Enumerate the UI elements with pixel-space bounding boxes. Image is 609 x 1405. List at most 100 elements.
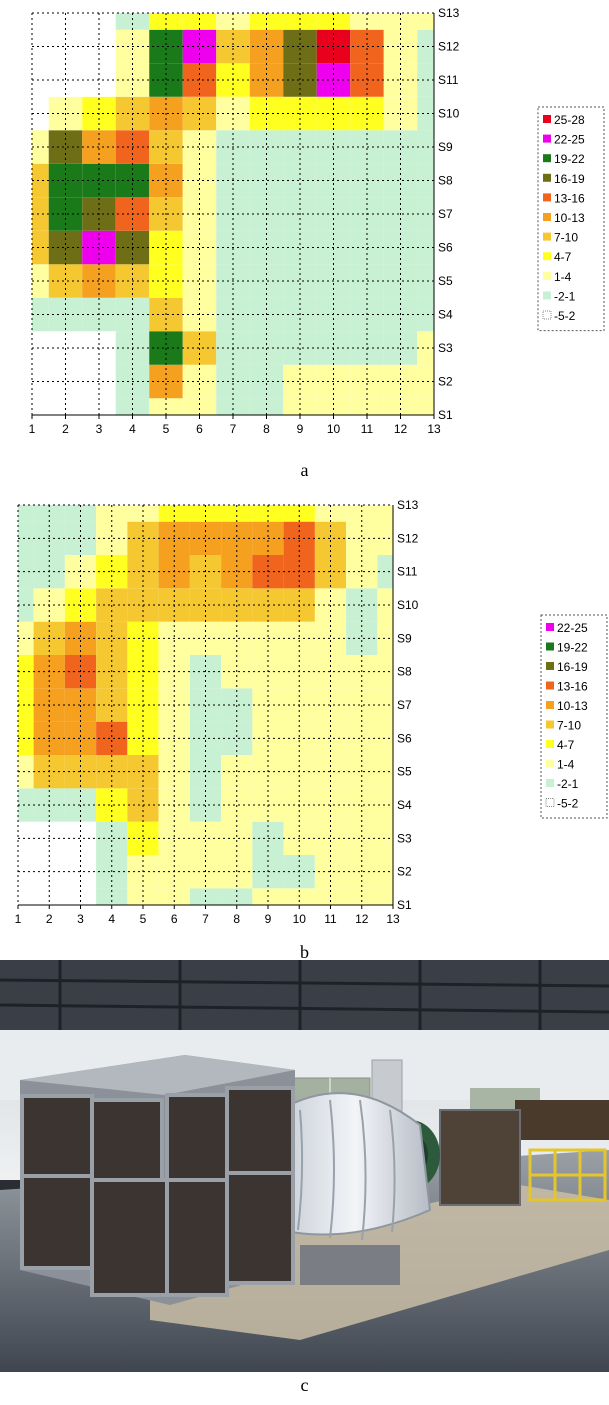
x-tick-label: 2 [46, 912, 53, 926]
y-tick-label: S5 [438, 274, 453, 288]
legend-swatch [546, 681, 554, 690]
x-tick-label: 10 [293, 912, 307, 926]
contour-cell [32, 13, 49, 30]
contour-cell [32, 364, 49, 399]
legend-label: -2-1 [554, 289, 576, 303]
contour-cell [18, 755, 34, 789]
contour-cell [377, 821, 393, 855]
legend-swatch [543, 252, 551, 261]
legend-swatch [546, 623, 554, 631]
contour-cell [252, 505, 284, 522]
legend-label: 10-13 [557, 699, 588, 713]
legend-label: 1-4 [554, 270, 572, 284]
contour-cell [32, 29, 49, 64]
contour-cell [115, 398, 150, 415]
contour-cell [417, 96, 434, 131]
contour-cell [417, 163, 434, 198]
legend-swatch [546, 740, 554, 748]
contour-cell [377, 888, 393, 905]
contour-cell [182, 13, 217, 30]
y-tick-label: S6 [438, 241, 453, 255]
contour-cell [377, 688, 393, 722]
x-tick-label: 9 [297, 422, 304, 436]
contour-cell [32, 264, 49, 298]
legend: 22-25 19-22 16-19 13-16 10-13 7-10 4-7 1-4 -2-1 -… [540, 614, 608, 819]
legend-swatch [543, 193, 551, 202]
contour-cell [249, 13, 284, 30]
legend-swatch [543, 271, 551, 280]
grid-lines [17, 504, 394, 906]
contour-cell [377, 588, 393, 622]
x-tick-label: 7 [202, 912, 209, 926]
y-tick-label: S13 [438, 6, 460, 20]
contour-cell [417, 197, 434, 231]
contour-cell [96, 505, 128, 522]
x-tick-label: 8 [263, 422, 270, 436]
legend-swatch [546, 662, 554, 670]
contour-cell [18, 855, 34, 889]
contour-cell [377, 755, 393, 789]
contour-cell [417, 230, 434, 265]
legend-label: 10-13 [554, 211, 585, 225]
grid-lines [31, 12, 435, 416]
contour-cell [377, 721, 393, 755]
contour-cell [32, 398, 49, 415]
contour-cell [48, 29, 83, 64]
legend-swatch [543, 115, 551, 123]
contour-cell [417, 63, 434, 97]
y-tick-label: S1 [438, 408, 453, 422]
contour-cell [316, 13, 351, 30]
contour-cell [149, 398, 183, 415]
legend-swatch [545, 798, 555, 807]
x-tick-label: 3 [77, 912, 84, 926]
contour-cell [216, 13, 250, 30]
legend-label: 19-22 [557, 641, 588, 655]
contour-cell [417, 29, 434, 64]
contour-cell [32, 96, 49, 131]
contour-cell [96, 821, 128, 855]
x-tick-label: 13 [427, 422, 441, 436]
legend-swatch [543, 173, 551, 182]
contour-cell [346, 505, 378, 522]
legend-label: 19-22 [554, 152, 585, 166]
legend-swatch [543, 134, 551, 143]
contour-cell [18, 788, 34, 822]
contour-cell [32, 230, 49, 265]
contour-cell [32, 130, 49, 164]
x-tick-label: 5 [140, 912, 147, 926]
y-tick-label: S1 [397, 898, 412, 912]
contour-cell [350, 398, 384, 415]
legend-label: -5-2 [554, 309, 576, 323]
contour-cell [48, 364, 83, 399]
y-tick-label: S4 [397, 798, 412, 812]
caption-a: a [300, 460, 309, 480]
y-tick-label: S12 [397, 531, 419, 545]
contour-cell [346, 621, 378, 655]
contour-cell [64, 521, 97, 555]
x-tick-label: 1 [15, 912, 22, 926]
legend-label: 1-4 [557, 758, 575, 772]
contour-cell [350, 13, 384, 30]
contour-cell [346, 721, 378, 755]
legend-swatch [543, 291, 551, 300]
contour-cell [377, 505, 393, 522]
legend-label: 25-28 [554, 113, 585, 127]
contour-cell [383, 398, 418, 415]
contour-cell [64, 505, 97, 522]
contour-cell [221, 521, 253, 555]
contour-chart-b: 1 2 3 4 5 6 7 8 9 10 11 12 13 S1 S2 S3 S4 S5 S6 S7 S8 S9 S10 S1… [0, 490, 609, 962]
legend-label: 13-16 [557, 680, 588, 694]
contour-cell [64, 721, 97, 755]
y-tick-label: S2 [397, 865, 412, 879]
contour-cell [32, 63, 49, 97]
x-tick-label: 8 [233, 912, 240, 926]
y-tick-label: S4 [438, 308, 453, 322]
legend-label: -2-1 [557, 777, 579, 791]
y-tick-label: S11 [438, 73, 459, 87]
legend-swatch [546, 701, 554, 709]
contour-cell [18, 721, 34, 755]
contour-cell [18, 621, 34, 655]
contour-cell [18, 555, 34, 589]
contour-cell [314, 721, 347, 755]
contour-cell [32, 163, 49, 198]
